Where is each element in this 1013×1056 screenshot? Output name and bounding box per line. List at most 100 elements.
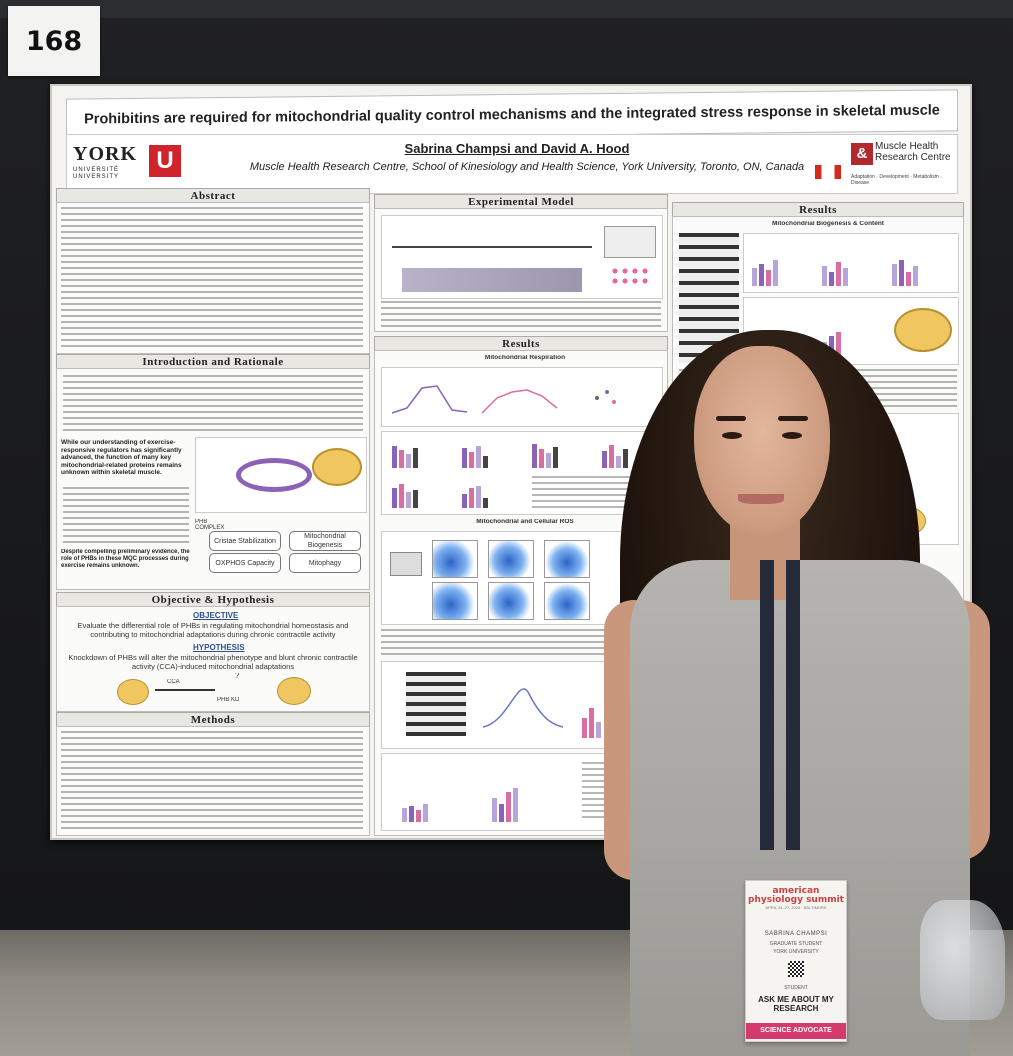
bar <box>752 268 757 286</box>
bar <box>399 450 404 468</box>
flow-plot <box>488 582 534 620</box>
badge-event-title: american physiology summit <box>748 886 844 905</box>
computer-icon <box>390 552 422 576</box>
phb-kd-label: PHB KD <box>217 697 240 703</box>
bar-group-12 <box>892 260 918 286</box>
intro-bullet-lines <box>63 375 363 435</box>
bar <box>416 810 421 822</box>
flow-plot <box>544 582 590 620</box>
ecar-point-3 <box>612 400 616 404</box>
well-plate-icon <box>610 266 650 288</box>
bar <box>836 262 841 286</box>
bar-group-9 <box>492 788 518 822</box>
cca-arrow-label: CCA <box>167 679 180 685</box>
bar <box>773 260 778 286</box>
mitochondrion-schematic-icon <box>894 308 952 352</box>
bar <box>623 449 628 468</box>
qr-code-icon <box>788 961 804 977</box>
presenter: american physiology summit APRIL 24–27, … <box>590 310 1010 1056</box>
phb-function-pill-1: Cristae Stabilization <box>209 531 281 551</box>
figure-2-caption <box>381 301 661 327</box>
bar <box>759 264 764 286</box>
booth-number-card: 168 <box>8 6 100 76</box>
bar <box>892 264 897 286</box>
ocr-trace-charts <box>381 367 663 427</box>
badge-role: GRADUATE STUDENT <box>769 941 823 947</box>
bar <box>829 272 834 286</box>
bar <box>822 266 827 286</box>
right-eyebrow <box>778 416 808 421</box>
bar-group-1 <box>392 446 418 468</box>
biogenesis-panel-title: Mitochondrial Biogenesis & Content <box>772 221 884 227</box>
intro-question: Despite compelling preliminary evidence,… <box>61 549 190 569</box>
phb-function-pill-2: Mitochondrial Biogenesis <box>289 531 361 551</box>
intro-bullets-2 <box>63 487 189 547</box>
bar <box>546 453 551 468</box>
bar-group-4 <box>602 445 628 468</box>
hypothesis-text: Knockdown of PHBs will alter the mitocho… <box>68 653 358 671</box>
phb-complex-figure <box>195 437 367 513</box>
bar <box>483 498 488 508</box>
bar-group-10 <box>752 260 778 286</box>
mitochondrion-icon <box>312 448 362 486</box>
badge-ask-ribbon: ASK ME ABOUT MY RESEARCH <box>758 995 834 1013</box>
bar <box>553 447 558 468</box>
bar <box>499 804 504 822</box>
bar <box>506 792 511 822</box>
bar-group-2 <box>462 446 488 468</box>
flow-plot <box>432 582 478 620</box>
timeline-axis <box>392 246 592 248</box>
abstract-panel <box>56 202 370 354</box>
bar <box>539 449 544 468</box>
micrograph-strip <box>402 268 582 292</box>
objective-text: Evaluate the differential role of PHBs i… <box>77 621 349 639</box>
poster-title: Prohibitins are required for mitochondri… <box>66 89 958 163</box>
bar <box>413 490 418 508</box>
bar <box>469 488 474 508</box>
bar <box>899 260 904 286</box>
bar <box>402 808 407 822</box>
ecar-point-1 <box>595 396 599 400</box>
flow-plot <box>432 540 478 578</box>
badge-name: SABRINA CHAMPSI <box>764 931 828 937</box>
right-eye <box>782 432 802 439</box>
respiration-panel-title: Mitochondrial Respiration <box>484 355 566 361</box>
bar <box>392 446 397 468</box>
bar <box>409 806 414 822</box>
ocr-trace-line-1 <box>391 385 468 414</box>
bar <box>469 452 474 468</box>
bar <box>836 332 841 358</box>
bar <box>476 486 481 508</box>
ros-histogram-svg <box>482 688 564 728</box>
bar <box>609 445 614 468</box>
ros-panel-title: Mitochondrial and Cellular ROS <box>476 519 574 525</box>
presenter-face <box>694 346 830 536</box>
poster-authors: Sabrina Champsi and David A. Hood <box>404 141 630 156</box>
phb-complex-label: PHB COMPLEX <box>195 519 225 529</box>
bar <box>616 456 621 468</box>
timeline-figure <box>381 215 663 299</box>
intro-bold-text: While our understanding of exercise-resp… <box>61 439 182 476</box>
phb-ring-icon <box>236 458 312 492</box>
bar <box>423 804 428 822</box>
bar <box>413 448 418 468</box>
bar <box>596 722 601 738</box>
plastic-bag <box>920 900 1005 1020</box>
methods-text-lines <box>61 731 363 829</box>
ecar-point-2 <box>605 390 609 394</box>
flow-plot <box>544 540 590 578</box>
mitochondria-cell-icon <box>117 679 149 705</box>
bar <box>906 272 911 286</box>
canada-flag-icon <box>815 165 841 179</box>
muscle-health-research-centre-logo: & Muscle Health Research Centre Adaptati… <box>851 141 951 186</box>
bar <box>462 448 467 468</box>
poster-header: YORK UNIVERSITÉ UNIVERSITY U Sabrina Cha… <box>66 134 958 194</box>
abstract-text-lines <box>61 207 363 347</box>
methods-panel <box>56 726 370 836</box>
bar <box>476 446 481 468</box>
presenter-smile <box>738 494 784 504</box>
bar <box>392 488 397 508</box>
bar <box>913 266 918 286</box>
bar <box>513 788 518 822</box>
experimental-model-panel <box>374 208 668 332</box>
